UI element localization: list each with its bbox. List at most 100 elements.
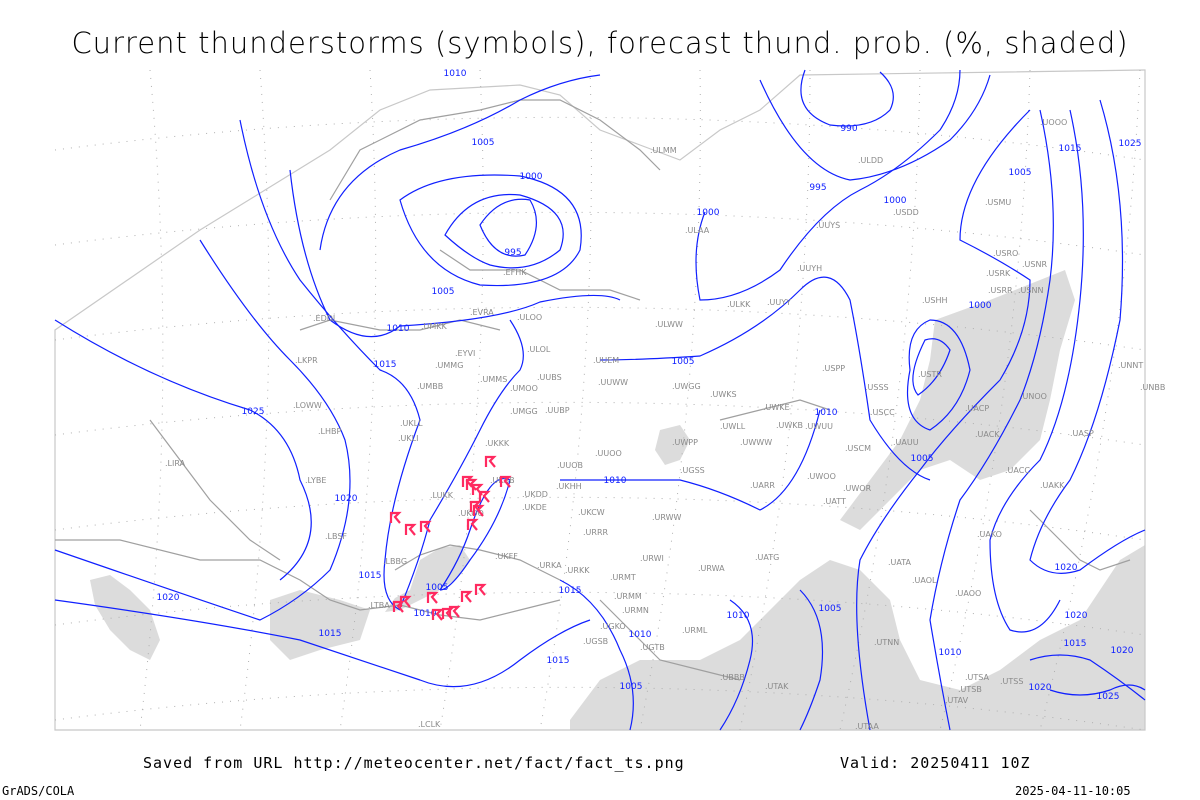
isobar-label: 1010 — [444, 69, 467, 79]
isobar-line — [54, 599, 591, 688]
station-label: .UGTB — [640, 643, 665, 652]
isobar-label: 1025 — [1097, 692, 1120, 702]
station-label: .LBBG — [383, 557, 407, 566]
isobar-label: 1005 — [472, 138, 495, 148]
isobar-label: 1020 — [1055, 563, 1078, 573]
station-label: .UGKO — [600, 622, 626, 631]
isobar-label: 1020 — [335, 494, 358, 504]
station-label: .UKOO — [458, 509, 484, 518]
station-label: .UWOR — [843, 484, 872, 493]
isobar-label: 1005 — [1009, 168, 1032, 178]
station-label: .LTBA — [368, 601, 390, 610]
station-label: .UMOO — [510, 384, 538, 393]
station-label: .USRR — [988, 286, 1013, 295]
station-label: .USRK — [986, 269, 1011, 278]
station-label: .ULMM — [650, 146, 677, 155]
station-label: .URML — [682, 626, 708, 635]
station-label: .UKDD — [522, 490, 548, 499]
valid-time: Valid: 20250411 10Z — [840, 754, 1031, 772]
isobar-label: 990 — [840, 124, 857, 134]
coastline — [439, 249, 641, 301]
isobar-label: 1010 — [387, 324, 410, 334]
thunderstorm-symbol — [431, 608, 444, 621]
thunderstorm-symbol — [472, 504, 485, 517]
station-label: .UWLL — [720, 422, 746, 431]
station-label: .ULOL — [527, 345, 551, 354]
thunderstorm-symbol — [460, 590, 473, 603]
isobar-label: 1005 — [620, 682, 643, 692]
station-label: .EFHK — [503, 268, 527, 277]
isobar-line — [906, 319, 971, 431]
map-boundary — [54, 69, 1146, 731]
station-label: .URMN — [622, 606, 649, 615]
isobar-label: 1020 — [1065, 611, 1088, 621]
station-label: .LUKK — [430, 491, 454, 500]
station-label: .UUEM — [593, 356, 619, 365]
isobar-label: 1020 — [1029, 683, 1052, 693]
station-label: .UNNT — [1118, 361, 1143, 370]
station-label: .UASP — [1070, 429, 1094, 438]
station-label: .LIRA — [165, 459, 186, 468]
station-label: .UUOB — [557, 461, 583, 470]
isobar-label: 1005 — [672, 357, 695, 367]
station-label: .UKCW — [578, 508, 605, 517]
station-label: .UWKB — [776, 421, 803, 430]
isobar-line — [54, 239, 351, 621]
station-label: .UMKK — [421, 322, 448, 331]
station-label: .USHH — [922, 296, 948, 305]
parallel — [54, 116, 1146, 161]
thunderstorm-symbol — [389, 511, 402, 524]
station-label: .USTR — [918, 370, 942, 379]
station-label: .UARR — [750, 481, 775, 490]
map-title: Current thunderstorms (symbols), forecas… — [71, 26, 1129, 60]
isobar-label: 995 — [504, 248, 521, 258]
coastline — [1029, 509, 1131, 571]
station-label: .UMMG — [435, 361, 463, 370]
station-label: .UTNN — [874, 638, 899, 647]
isobar-line — [929, 109, 1054, 731]
thunderstorm-symbols — [389, 455, 512, 621]
isobar-label: 1000 — [520, 172, 543, 182]
station-label: .UAOO — [955, 589, 981, 598]
station-label: .LBSF — [325, 532, 347, 541]
isobar-label: 1015 — [1064, 639, 1087, 649]
station-label: .UMGG — [510, 407, 538, 416]
station-label: .USCC — [870, 408, 895, 417]
isobar-line — [912, 338, 951, 396]
isobar-label: 1010 — [815, 408, 838, 418]
isobar-label: 1010 — [727, 611, 750, 621]
coastline — [329, 99, 661, 201]
thunderstorm-symbol — [478, 490, 491, 503]
isobar-label: 1015 — [319, 629, 342, 639]
isobar-label: 1025 — [242, 407, 265, 417]
station-label: .LCLK — [418, 720, 441, 729]
station-label: .EDDI — [313, 314, 335, 323]
isobar-line — [1029, 654, 1146, 701]
isobar-line — [1049, 684, 1146, 696]
coastline — [149, 419, 281, 561]
station-label: .LOWW — [293, 401, 322, 410]
thunderstorm-symbol — [399, 595, 412, 608]
isobar-line — [399, 174, 582, 287]
isobar-label: 1000 — [884, 196, 907, 206]
isobar-line — [560, 409, 821, 511]
station-label: .UUBP — [545, 406, 570, 415]
isobar-label: 1020 — [157, 593, 180, 603]
isobar-line — [989, 109, 1084, 633]
isobar-line — [239, 119, 421, 611]
station-label: .ULOO — [517, 313, 542, 322]
isobar-line — [599, 276, 931, 481]
isobar-label: 1015 — [359, 571, 382, 581]
thunderstorm-symbol — [426, 591, 439, 604]
station-label: .UOOO — [1040, 118, 1067, 127]
coastline — [599, 599, 741, 681]
station-label: .EVRA — [470, 308, 494, 317]
station-label: .ULAA — [685, 226, 710, 235]
station-label: .USNR — [1022, 260, 1047, 269]
station-label: .UKLI — [398, 434, 418, 443]
isobar-line — [759, 74, 991, 181]
station-label: .UTAV — [945, 696, 969, 705]
thunderstorm-symbol — [441, 607, 454, 620]
station-label: .UKHH — [556, 482, 582, 491]
isobar-line — [319, 74, 601, 251]
